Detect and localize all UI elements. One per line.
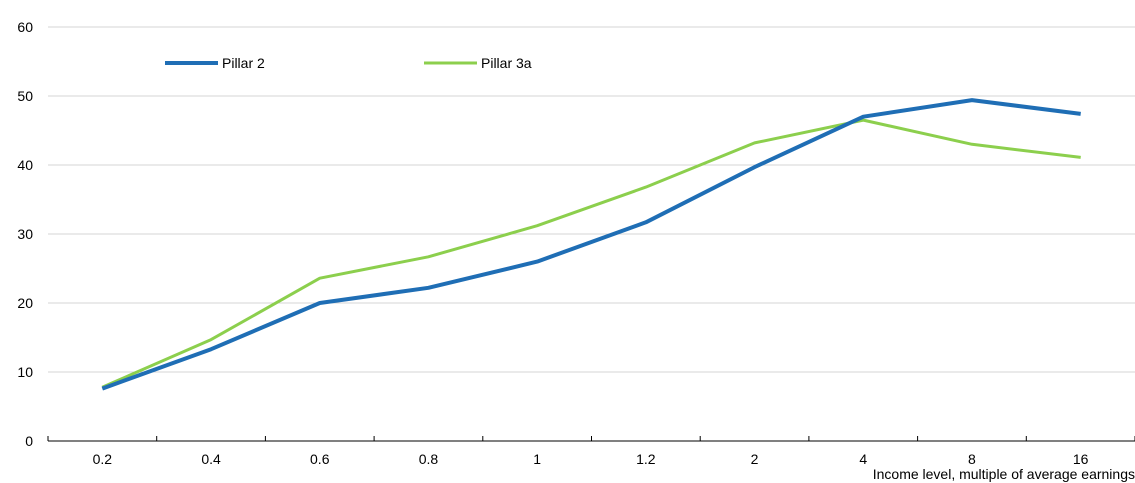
gridlines bbox=[48, 26, 1135, 373]
series-line-pillar-2 bbox=[101, 98, 1081, 391]
x-tick-label: 16 bbox=[1073, 451, 1089, 467]
x-tick-label: 1.2 bbox=[636, 451, 656, 467]
y-tick-label: 10 bbox=[17, 364, 33, 380]
legend: Pillar 2 Pillar 3a bbox=[165, 55, 532, 71]
y-tick-label: 0 bbox=[25, 433, 33, 449]
y-tick-label: 60 bbox=[17, 19, 33, 35]
series-line-pillar-3a bbox=[101, 118, 1081, 389]
x-tick-label: 2 bbox=[751, 451, 759, 467]
x-tick-label: 0.2 bbox=[93, 451, 113, 467]
legend-label: Pillar 3a bbox=[481, 55, 532, 71]
y-tick-label: 20 bbox=[17, 295, 33, 311]
y-tick-label: 30 bbox=[17, 226, 33, 242]
axes: 0 10 20 30 40 50 60 0.2 0.4 0.6 0.8 1 1.2 2 4 8 16 bbox=[17, 19, 1135, 467]
x-tick-label: 0.6 bbox=[310, 451, 330, 467]
x-tick-label: 0.4 bbox=[201, 451, 221, 467]
x-tick-label: 8 bbox=[968, 451, 976, 467]
x-tick-label: 1 bbox=[533, 451, 541, 467]
y-tick-label: 50 bbox=[17, 88, 33, 104]
x-tick-label: 0.8 bbox=[419, 451, 439, 467]
x-axis-title: Income level, multiple of average earnin… bbox=[873, 466, 1135, 482]
x-tick-label: 4 bbox=[859, 451, 867, 467]
series-lines bbox=[101, 98, 1081, 391]
y-tick-label: 40 bbox=[17, 157, 33, 173]
legend-label: Pillar 2 bbox=[222, 55, 265, 71]
